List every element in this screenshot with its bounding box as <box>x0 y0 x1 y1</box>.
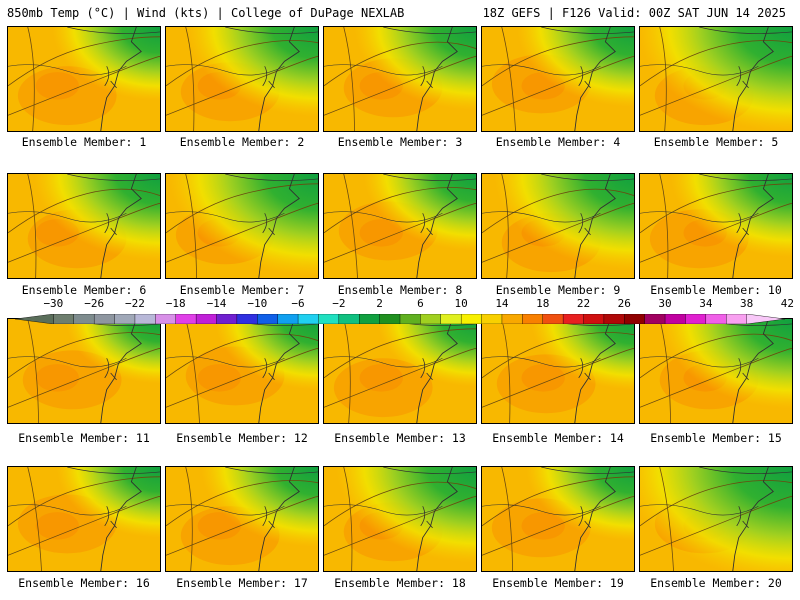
colorbar-segment <box>685 313 707 325</box>
colorbar-segment <box>481 313 503 325</box>
colorbar-tick: 34 <box>699 297 713 310</box>
colorbar-tick: −10 <box>247 297 268 310</box>
colorbar-tick: 10 <box>454 297 468 310</box>
colorbar-segment <box>522 313 544 325</box>
ensemble-member-1-map <box>7 26 161 132</box>
ensemble-member-9-map <box>481 173 635 279</box>
colorbar-segment <box>338 313 360 325</box>
colorbar-segment <box>14 313 54 325</box>
chart-title: 850mb Temp (°C) | Wind (kts) | College o… <box>7 6 405 20</box>
ensemble-member-2-map <box>165 26 319 132</box>
colorbar-segment <box>216 313 238 325</box>
colorbar-segment <box>297 313 320 325</box>
ensemble-member-caption: Ensemble Member: 1 <box>21 135 147 149</box>
colorbar-tick: −6 <box>291 297 305 310</box>
colorbar-segment <box>460 313 483 325</box>
ensemble-member-caption: Ensemble Member: 3 <box>337 135 463 149</box>
ensemble-member-caption: Ensemble Member: 8 <box>337 283 463 297</box>
ensemble-member-15-map <box>639 318 793 424</box>
ensemble-member-caption: Ensemble Member: 17 <box>176 576 308 590</box>
colorbar-segment <box>277 313 299 325</box>
ensemble-member-caption: Ensemble Member: 4 <box>495 135 621 149</box>
colorbar-tick: −26 <box>84 297 105 310</box>
colorbar-segment <box>440 313 462 325</box>
colorbar-segment <box>624 313 646 325</box>
colorbar-segment <box>114 313 136 325</box>
ensemble-member-caption: Ensemble Member: 19 <box>492 576 624 590</box>
colorbar-tick: −22 <box>125 297 145 310</box>
ensemble-member-19-map <box>481 466 635 572</box>
ensemble-member-caption: Ensemble Member: 15 <box>650 431 782 445</box>
colorbar-segment <box>562 313 585 325</box>
ensemble-member-caption: Ensemble Member: 12 <box>176 431 308 445</box>
ensemble-member-caption: Ensemble Member: 14 <box>492 431 624 445</box>
ensemble-member-10-map <box>639 173 793 279</box>
colorbar-segment <box>155 313 177 325</box>
colorbar-segment <box>664 313 687 325</box>
ensemble-member-3-map <box>323 26 477 132</box>
colorbar-tick: 18 <box>536 297 550 310</box>
colorbar-segment <box>53 313 75 325</box>
colorbar-tick: −2 <box>332 297 346 310</box>
ensemble-member-7-map <box>165 173 319 279</box>
ensemble-member-12-map <box>165 318 319 424</box>
colorbar-tick: 38 <box>739 297 754 310</box>
ensemble-member-caption: Ensemble Member: 9 <box>495 283 621 297</box>
colorbar-segment <box>93 313 116 325</box>
colorbar-segment <box>420 313 442 325</box>
ensemble-member-caption: Ensemble Member: 18 <box>334 576 466 590</box>
colorbar-tick: 30 <box>658 297 672 310</box>
ensemble-member-5-map <box>639 26 793 132</box>
ensemble-member-caption: Ensemble Member: 2 <box>179 135 305 149</box>
ensemble-member-16-map <box>7 466 161 572</box>
ensemble-member-14-map <box>481 318 635 424</box>
colorbar-tick: 14 <box>495 297 509 310</box>
model-valid-time: 18Z GEFS | F126 Valid: 00Z SAT JUN 14 20… <box>482 6 786 20</box>
colorbar-segment <box>603 313 625 325</box>
colorbar-segment <box>195 313 218 325</box>
ensemble-member-11-map <box>7 318 161 424</box>
colorbar-tick: −18 <box>165 297 186 310</box>
ensemble-member-18-map <box>323 466 477 572</box>
colorbar-tick: 2 <box>376 297 383 310</box>
ensemble-member-caption: Ensemble Member: 20 <box>650 576 782 590</box>
ensemble-member-caption: Ensemble Member: 5 <box>653 135 779 149</box>
colorbar-segment <box>318 313 340 325</box>
ensemble-member-17-map <box>165 466 319 572</box>
ensemble-member-20-map <box>639 466 793 572</box>
colorbar-segment <box>73 313 95 325</box>
temperature-colorbar <box>14 309 786 325</box>
colorbar-segment <box>175 313 197 325</box>
colorbar-tick: 22 <box>576 297 591 310</box>
colorbar-tick: −14 <box>206 297 227 310</box>
colorbar-segment <box>746 313 786 325</box>
ensemble-member-caption: Ensemble Member: 10 <box>650 283 782 297</box>
colorbar-segment <box>583 313 605 325</box>
colorbar-segment <box>134 313 157 325</box>
ensemble-member-13-map <box>323 318 477 424</box>
colorbar-tick-labels: −30 −26 −22 −18 −14 −10 −6 −2 2 6 10 14 18 22 26 30 34 38… <box>0 297 800 310</box>
ensemble-member-6-map <box>7 173 161 279</box>
ensemble-member-8-map <box>323 173 477 279</box>
ensemble-member-4-map <box>481 26 635 132</box>
colorbar-tick: 42 <box>780 297 794 310</box>
ensemble-member-caption: Ensemble Member: 13 <box>334 431 466 445</box>
colorbar-segment <box>257 313 279 325</box>
colorbar-segment <box>399 313 422 325</box>
colorbar-segment <box>644 313 666 325</box>
colorbar-segment <box>379 313 401 325</box>
colorbar-tick: 6 <box>417 297 424 310</box>
colorbar-tick: −30 <box>43 297 64 310</box>
colorbar-segment <box>705 313 727 325</box>
ensemble-member-caption: Ensemble Member: 16 <box>18 576 150 590</box>
colorbar-segment <box>236 313 258 325</box>
ensemble-member-caption: Ensemble Member: 7 <box>179 283 305 297</box>
ensemble-member-caption: Ensemble Member: 6 <box>21 283 147 297</box>
colorbar-segment <box>359 313 381 325</box>
colorbar-segment <box>501 313 524 325</box>
colorbar-segment <box>726 313 748 325</box>
colorbar-tick: 26 <box>617 297 631 310</box>
ensemble-member-caption: Ensemble Member: 11 <box>18 431 150 445</box>
colorbar-segment <box>542 313 564 325</box>
